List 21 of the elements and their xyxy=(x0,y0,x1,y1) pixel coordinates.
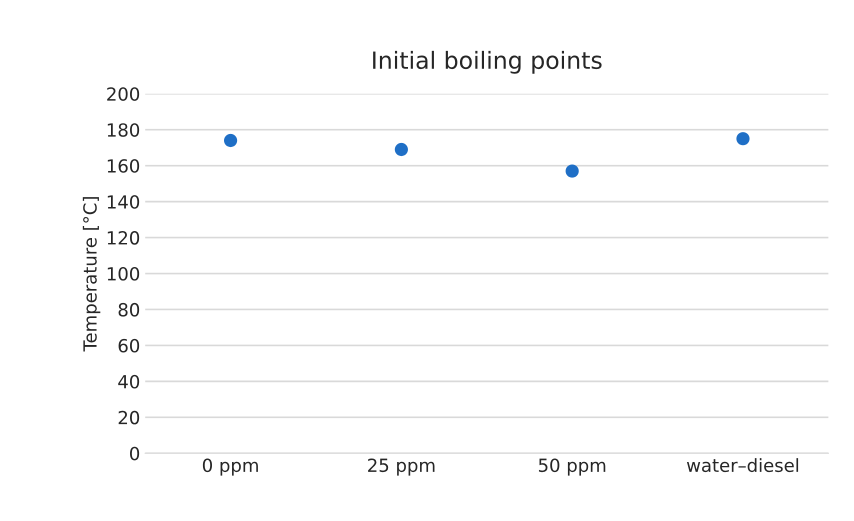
chart-title: Initial boiling points xyxy=(373,50,602,74)
point xyxy=(394,142,408,156)
x-tick-label: 50 ppm xyxy=(538,458,606,476)
x-tick-label: 25 ppm xyxy=(368,458,434,476)
y-tick-label: 120 xyxy=(108,231,140,245)
point xyxy=(736,132,750,146)
y-tick-label: 80 xyxy=(118,302,140,317)
point xyxy=(566,164,579,178)
y-tick-label: 200 xyxy=(107,87,140,101)
y-tick-label: 20 xyxy=(118,410,140,424)
y-axis-title: Temperature [°C] xyxy=(82,197,100,352)
y-tick-label: 160 xyxy=(108,159,140,173)
y-tick-label: 60 xyxy=(118,338,140,353)
point xyxy=(224,134,238,148)
x-tick-label: 0 ppm xyxy=(202,458,258,476)
y-tick-label: 40 xyxy=(118,374,140,388)
y-tick-label: 100 xyxy=(108,266,140,281)
y-tick-label: 180 xyxy=(108,123,140,137)
y-tick-label: 140 xyxy=(108,195,140,209)
y-tick-label: 0 xyxy=(130,446,140,460)
x-tick-label: water–diesel xyxy=(686,458,798,472)
